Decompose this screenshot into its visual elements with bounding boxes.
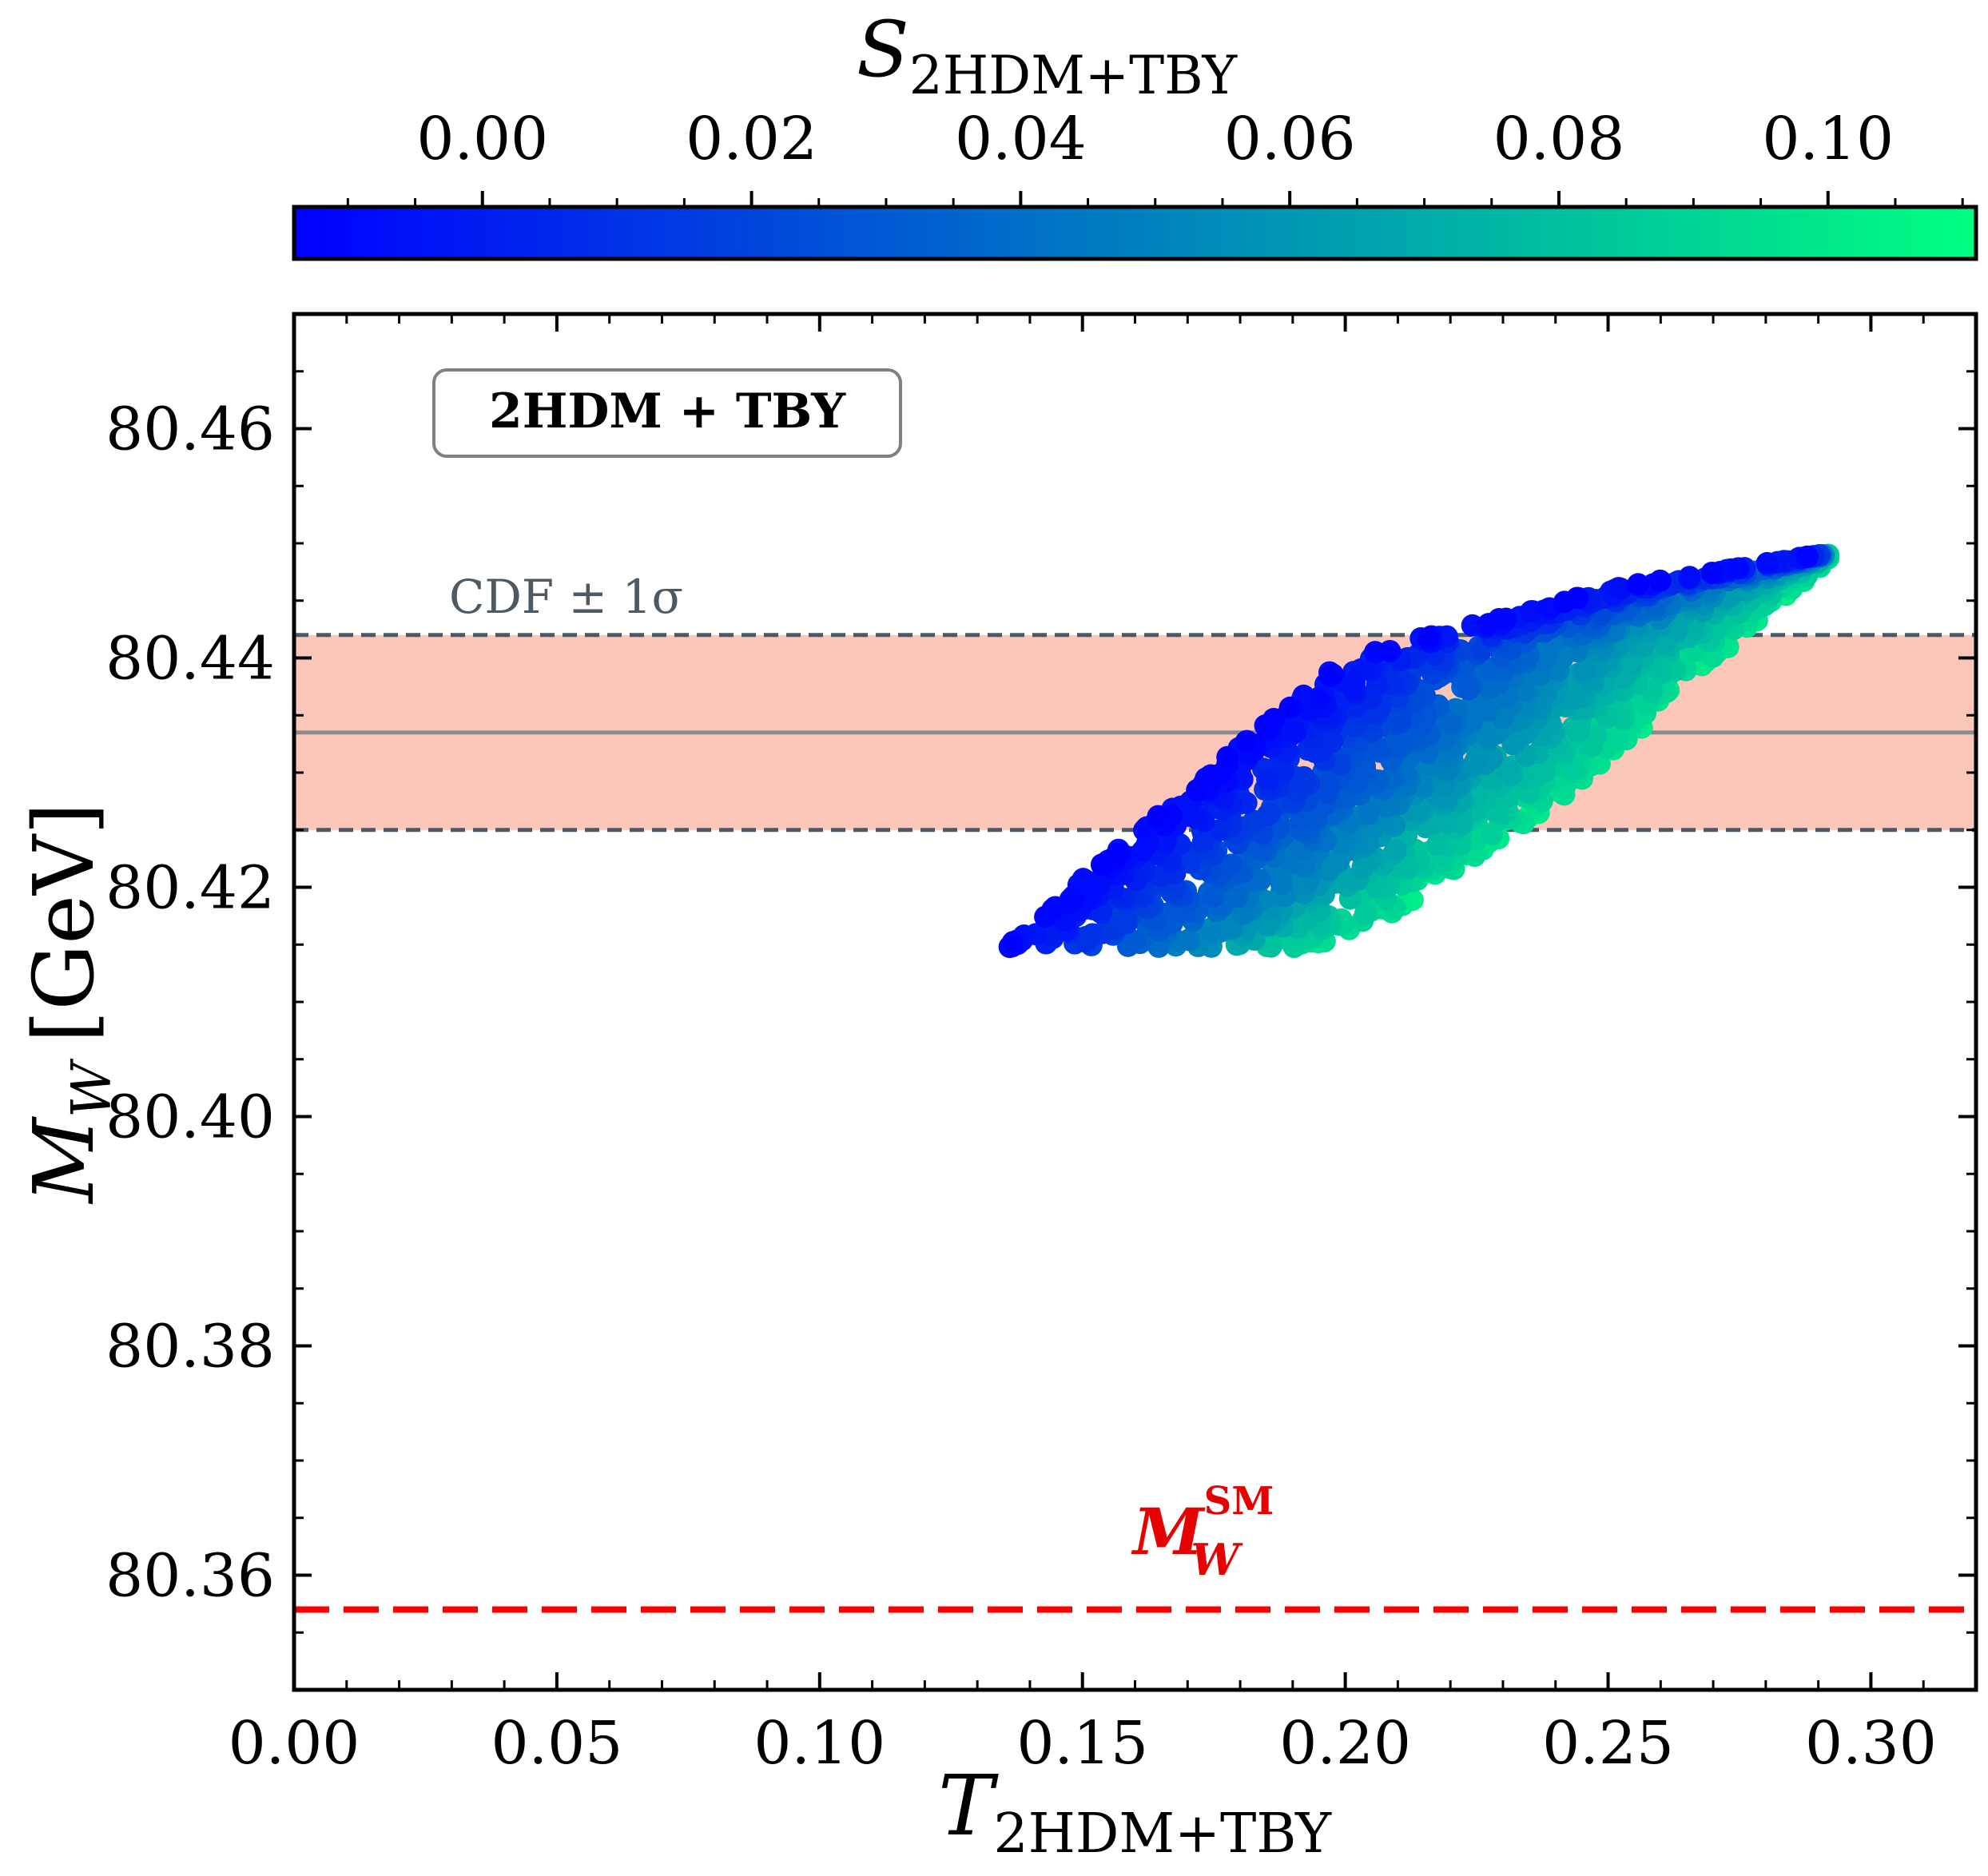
scatter-point (1321, 730, 1344, 753)
scatter-point (1258, 802, 1281, 825)
x-tick-label: 0.15 (1016, 1709, 1148, 1778)
scatter-point (1256, 768, 1279, 791)
scatter-point (1202, 884, 1225, 908)
scatter-point (1561, 757, 1584, 781)
plot-frame (292, 312, 1978, 1692)
scatter-point (1795, 545, 1819, 568)
x-tick-label: 0.10 (753, 1709, 885, 1778)
scatter-point (1186, 778, 1209, 801)
scatter-point (1292, 765, 1315, 789)
scatter-point (1235, 729, 1258, 753)
colorbar-label: S2HDM+TBY (857, 5, 1238, 106)
scatter-point (1353, 758, 1376, 781)
scatter-point (1191, 831, 1215, 854)
y-tick-label: 80.40 (105, 1083, 275, 1152)
scatter-point (1678, 566, 1701, 589)
colorbar-tick-label: 0.08 (1493, 105, 1625, 173)
scatter-point (1480, 823, 1503, 846)
y-tick-label: 80.42 (105, 854, 275, 923)
y-tick-label: 80.46 (105, 395, 275, 464)
scatter-point (1201, 921, 1224, 944)
colorbar-tick-label: 0.00 (416, 105, 548, 173)
scatter-point (1343, 714, 1366, 737)
x-tick-label: 0.30 (1805, 1709, 1937, 1778)
x-tick-label: 0.05 (491, 1709, 623, 1778)
scatter-point (1425, 833, 1449, 857)
plot-area: 0.00 0.05 0.10 0.15 0.20 0.25 0.30 80.36 80.38 80… (105, 312, 1978, 1778)
scatter-point (1061, 888, 1084, 912)
y-tick-label: 80.36 (105, 1542, 275, 1611)
scatter-point (1627, 573, 1650, 596)
scatter-point (1378, 639, 1402, 662)
scatter-point (1075, 930, 1098, 953)
scatter-point (1219, 917, 1242, 940)
scatter-point (1354, 902, 1377, 925)
scatter-point (1318, 665, 1342, 688)
scatter-point (1477, 613, 1500, 636)
colorbar-tick-label: 0.10 (1762, 105, 1894, 173)
scatter-point (1573, 659, 1596, 682)
scatter-point (1520, 600, 1543, 623)
scatter-point (1477, 699, 1500, 722)
colorbar-ticks: 0.00 0.02 0.04 0.06 0.08 0.10 (346, 105, 1964, 207)
y-tick-label: 80.44 (105, 625, 275, 694)
colorbar-tick-label: 0.04 (955, 105, 1087, 173)
model-annotation: 2HDM + TBY (432, 368, 902, 458)
cdf-band-label: CDF ± 1σ (449, 570, 683, 624)
scatter-point (1700, 561, 1724, 584)
x-tick-label: 0.00 (229, 1709, 360, 1778)
scatter-point (1216, 745, 1239, 769)
x-tick-label: 0.20 (1279, 1709, 1411, 1778)
x-axis-label: T2HDM+TBY (938, 1757, 1332, 1866)
colorbar-tick-label: 0.02 (686, 105, 817, 173)
scatter-point (1254, 714, 1277, 737)
scatter-point (1177, 928, 1200, 952)
scatter-point (1351, 856, 1374, 879)
scatter-point (1417, 626, 1441, 650)
scatter-point (1755, 551, 1779, 574)
scatter-point (1000, 935, 1024, 958)
scatter-point (1441, 712, 1464, 735)
scatter-point (1270, 872, 1293, 896)
scatter-point (1135, 832, 1159, 855)
scatter-point (1357, 802, 1380, 825)
sm-label: MSM W (1131, 1479, 1274, 1585)
axis-ticks: 0.00 0.05 0.10 0.15 0.20 0.25 0.30 80.36 80.38 80… (105, 312, 1978, 1778)
scatter-point (1389, 736, 1412, 759)
scatter-point (1609, 577, 1632, 600)
scatter-point (1147, 805, 1170, 828)
colorbar-gradient (292, 205, 1978, 261)
scatter-point (1565, 586, 1588, 610)
scatter-point (1307, 689, 1330, 712)
scatter-point (1727, 557, 1750, 580)
scatter-point (1384, 839, 1407, 862)
y-axis-label: MW[GeV] (15, 802, 124, 1204)
scatter-point (1278, 696, 1302, 719)
scatter-point (1283, 721, 1306, 744)
y-tick-label: 80.38 (105, 1313, 275, 1381)
scatter-point (1259, 935, 1282, 958)
scatter-point (1494, 607, 1517, 630)
colorbar: 0.00 0.02 0.04 0.06 0.08 0.10 S2HDM+TBY (292, 5, 1978, 261)
scatter-point (1107, 841, 1130, 864)
x-tick-label: 0.25 (1542, 1709, 1674, 1778)
colorbar-tick-label: 0.06 (1224, 105, 1356, 173)
scatter-point (1561, 716, 1584, 739)
scatter-point (1219, 853, 1242, 876)
scatter-points (998, 543, 1840, 959)
scatter-point (1648, 569, 1672, 592)
scatter-point (1090, 853, 1113, 876)
model-annotation-box (432, 368, 902, 458)
scatter-point (1584, 725, 1608, 748)
scatter-point (1226, 885, 1249, 908)
model-annotation-text: 2HDM + TBY (489, 384, 846, 439)
